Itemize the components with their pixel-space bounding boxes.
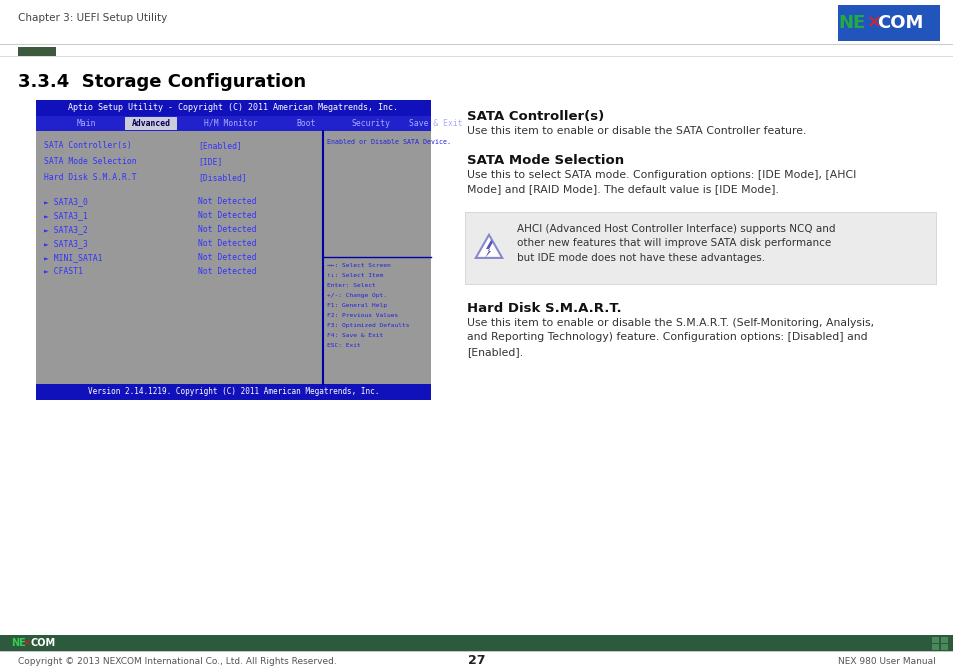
Text: Version 2.14.1219. Copyright (C) 2011 American Megatrends, Inc.: Version 2.14.1219. Copyright (C) 2011 Am… [88, 388, 378, 396]
Text: Chapter 3: UEFI Setup Utility: Chapter 3: UEFI Setup Utility [18, 13, 167, 23]
Text: H/M Monitor: H/M Monitor [204, 119, 257, 128]
Text: NE: NE [11, 638, 26, 648]
Text: ► SATA3_0: ► SATA3_0 [44, 197, 88, 206]
Text: +/-: Change Opt.: +/-: Change Opt. [327, 293, 387, 298]
Bar [940, 644, 947, 650]
Text: ► SATA3_1: ► SATA3_1 [44, 211, 88, 220]
Bar [0, 635, 953, 651]
Text: Main: Main [76, 119, 95, 128]
Text: Save & Exit: Save & Exit [409, 119, 462, 128]
Polygon shape [476, 235, 501, 258]
Text: SATA Controller(s): SATA Controller(s) [467, 110, 603, 123]
Bar [125, 117, 177, 130]
Text: SATA Mode Selection: SATA Mode Selection [44, 157, 136, 166]
Text: SATA Mode Selection: SATA Mode Selection [467, 154, 623, 167]
Text: ↑↓: Select Item: ↑↓: Select Item [327, 273, 383, 278]
Text: Not Detected: Not Detected [198, 239, 256, 248]
Text: →←: Select Screen: →←: Select Screen [327, 263, 391, 268]
Text: NE: NE [838, 14, 864, 32]
Bar [36, 116, 431, 131]
Text: Aptio Setup Utility - Copyright (C) 2011 American Megatrends, Inc.: Aptio Setup Utility - Copyright (C) 2011… [69, 103, 398, 112]
Text: Advanced: Advanced [132, 119, 171, 128]
Bar [18, 47, 56, 56]
Text: Use this item to enable or disable the SATA Controller feature.: Use this item to enable or disable the S… [467, 126, 805, 136]
Text: NEX 980 User Manual: NEX 980 User Manual [838, 657, 935, 665]
Bar [464, 212, 935, 284]
Bar [940, 637, 947, 643]
Text: SATA Controller(s): SATA Controller(s) [44, 141, 132, 150]
Bar [0, 651, 953, 672]
Bar [324, 257, 431, 384]
Text: 3.3.4  Storage Configuration: 3.3.4 Storage Configuration [18, 73, 306, 91]
Text: Security: Security [351, 119, 390, 128]
Text: Not Detected: Not Detected [198, 211, 256, 220]
Text: Use this to select SATA mode. Configuration options: [IDE Mode], [AHCI
Mode] and: Use this to select SATA mode. Configurat… [467, 170, 856, 194]
Text: 27: 27 [468, 655, 485, 667]
Text: Hard Disk S.M.A.R.T.: Hard Disk S.M.A.R.T. [467, 302, 621, 315]
Text: [Enabled]: [Enabled] [198, 141, 242, 150]
Text: Not Detected: Not Detected [198, 253, 256, 262]
Text: ESC: Exit: ESC: Exit [327, 343, 360, 348]
Text: F4: Save & Exit: F4: Save & Exit [327, 333, 383, 338]
Text: Not Detected: Not Detected [198, 225, 256, 234]
Text: F1: General Help: F1: General Help [327, 303, 387, 308]
Text: Not Detected: Not Detected [198, 267, 256, 276]
Text: F2: Previous Values: F2: Previous Values [327, 313, 397, 318]
Text: ► SATA3_2: ► SATA3_2 [44, 225, 88, 234]
Bar [36, 100, 431, 400]
Text: Hard Disk S.M.A.R.T: Hard Disk S.M.A.R.T [44, 173, 136, 182]
Text: COM: COM [30, 638, 56, 648]
Text: F3: Optimized Defaults: F3: Optimized Defaults [327, 323, 409, 328]
Text: Boot: Boot [296, 119, 315, 128]
Text: ✕: ✕ [865, 14, 881, 32]
Text: ► MINI_SATA1: ► MINI_SATA1 [44, 253, 102, 262]
Bar [837, 5, 939, 41]
Bar [36, 100, 431, 116]
Text: AHCI (Advanced Host Controller Interface) supports NCQ and
other new features th: AHCI (Advanced Host Controller Interface… [517, 224, 835, 263]
Bar [931, 644, 938, 650]
Text: Enabled or Disable SATA Device.: Enabled or Disable SATA Device. [327, 139, 451, 145]
Text: ✕: ✕ [23, 638, 31, 648]
Bar [324, 131, 431, 257]
Text: Enter: Select: Enter: Select [327, 283, 375, 288]
Bar [36, 384, 431, 400]
Text: Not Detected: Not Detected [198, 197, 256, 206]
Polygon shape [484, 240, 493, 258]
Text: ► CFAST1: ► CFAST1 [44, 267, 83, 276]
Bar [931, 637, 938, 643]
Text: ► SATA3_3: ► SATA3_3 [44, 239, 88, 248]
Text: COM: COM [876, 14, 923, 32]
Text: Copyright © 2013 NEXCOM International Co., Ltd. All Rights Reserved.: Copyright © 2013 NEXCOM International Co… [18, 657, 336, 665]
Text: [Disabled]: [Disabled] [198, 173, 247, 182]
Text: Use this item to enable or disable the S.M.A.R.T. (Self-Monitoring, Analysis,
an: Use this item to enable or disable the S… [467, 318, 873, 357]
Bar [8, 636, 66, 650]
Text: [IDE]: [IDE] [198, 157, 223, 166]
Bar [36, 131, 323, 384]
